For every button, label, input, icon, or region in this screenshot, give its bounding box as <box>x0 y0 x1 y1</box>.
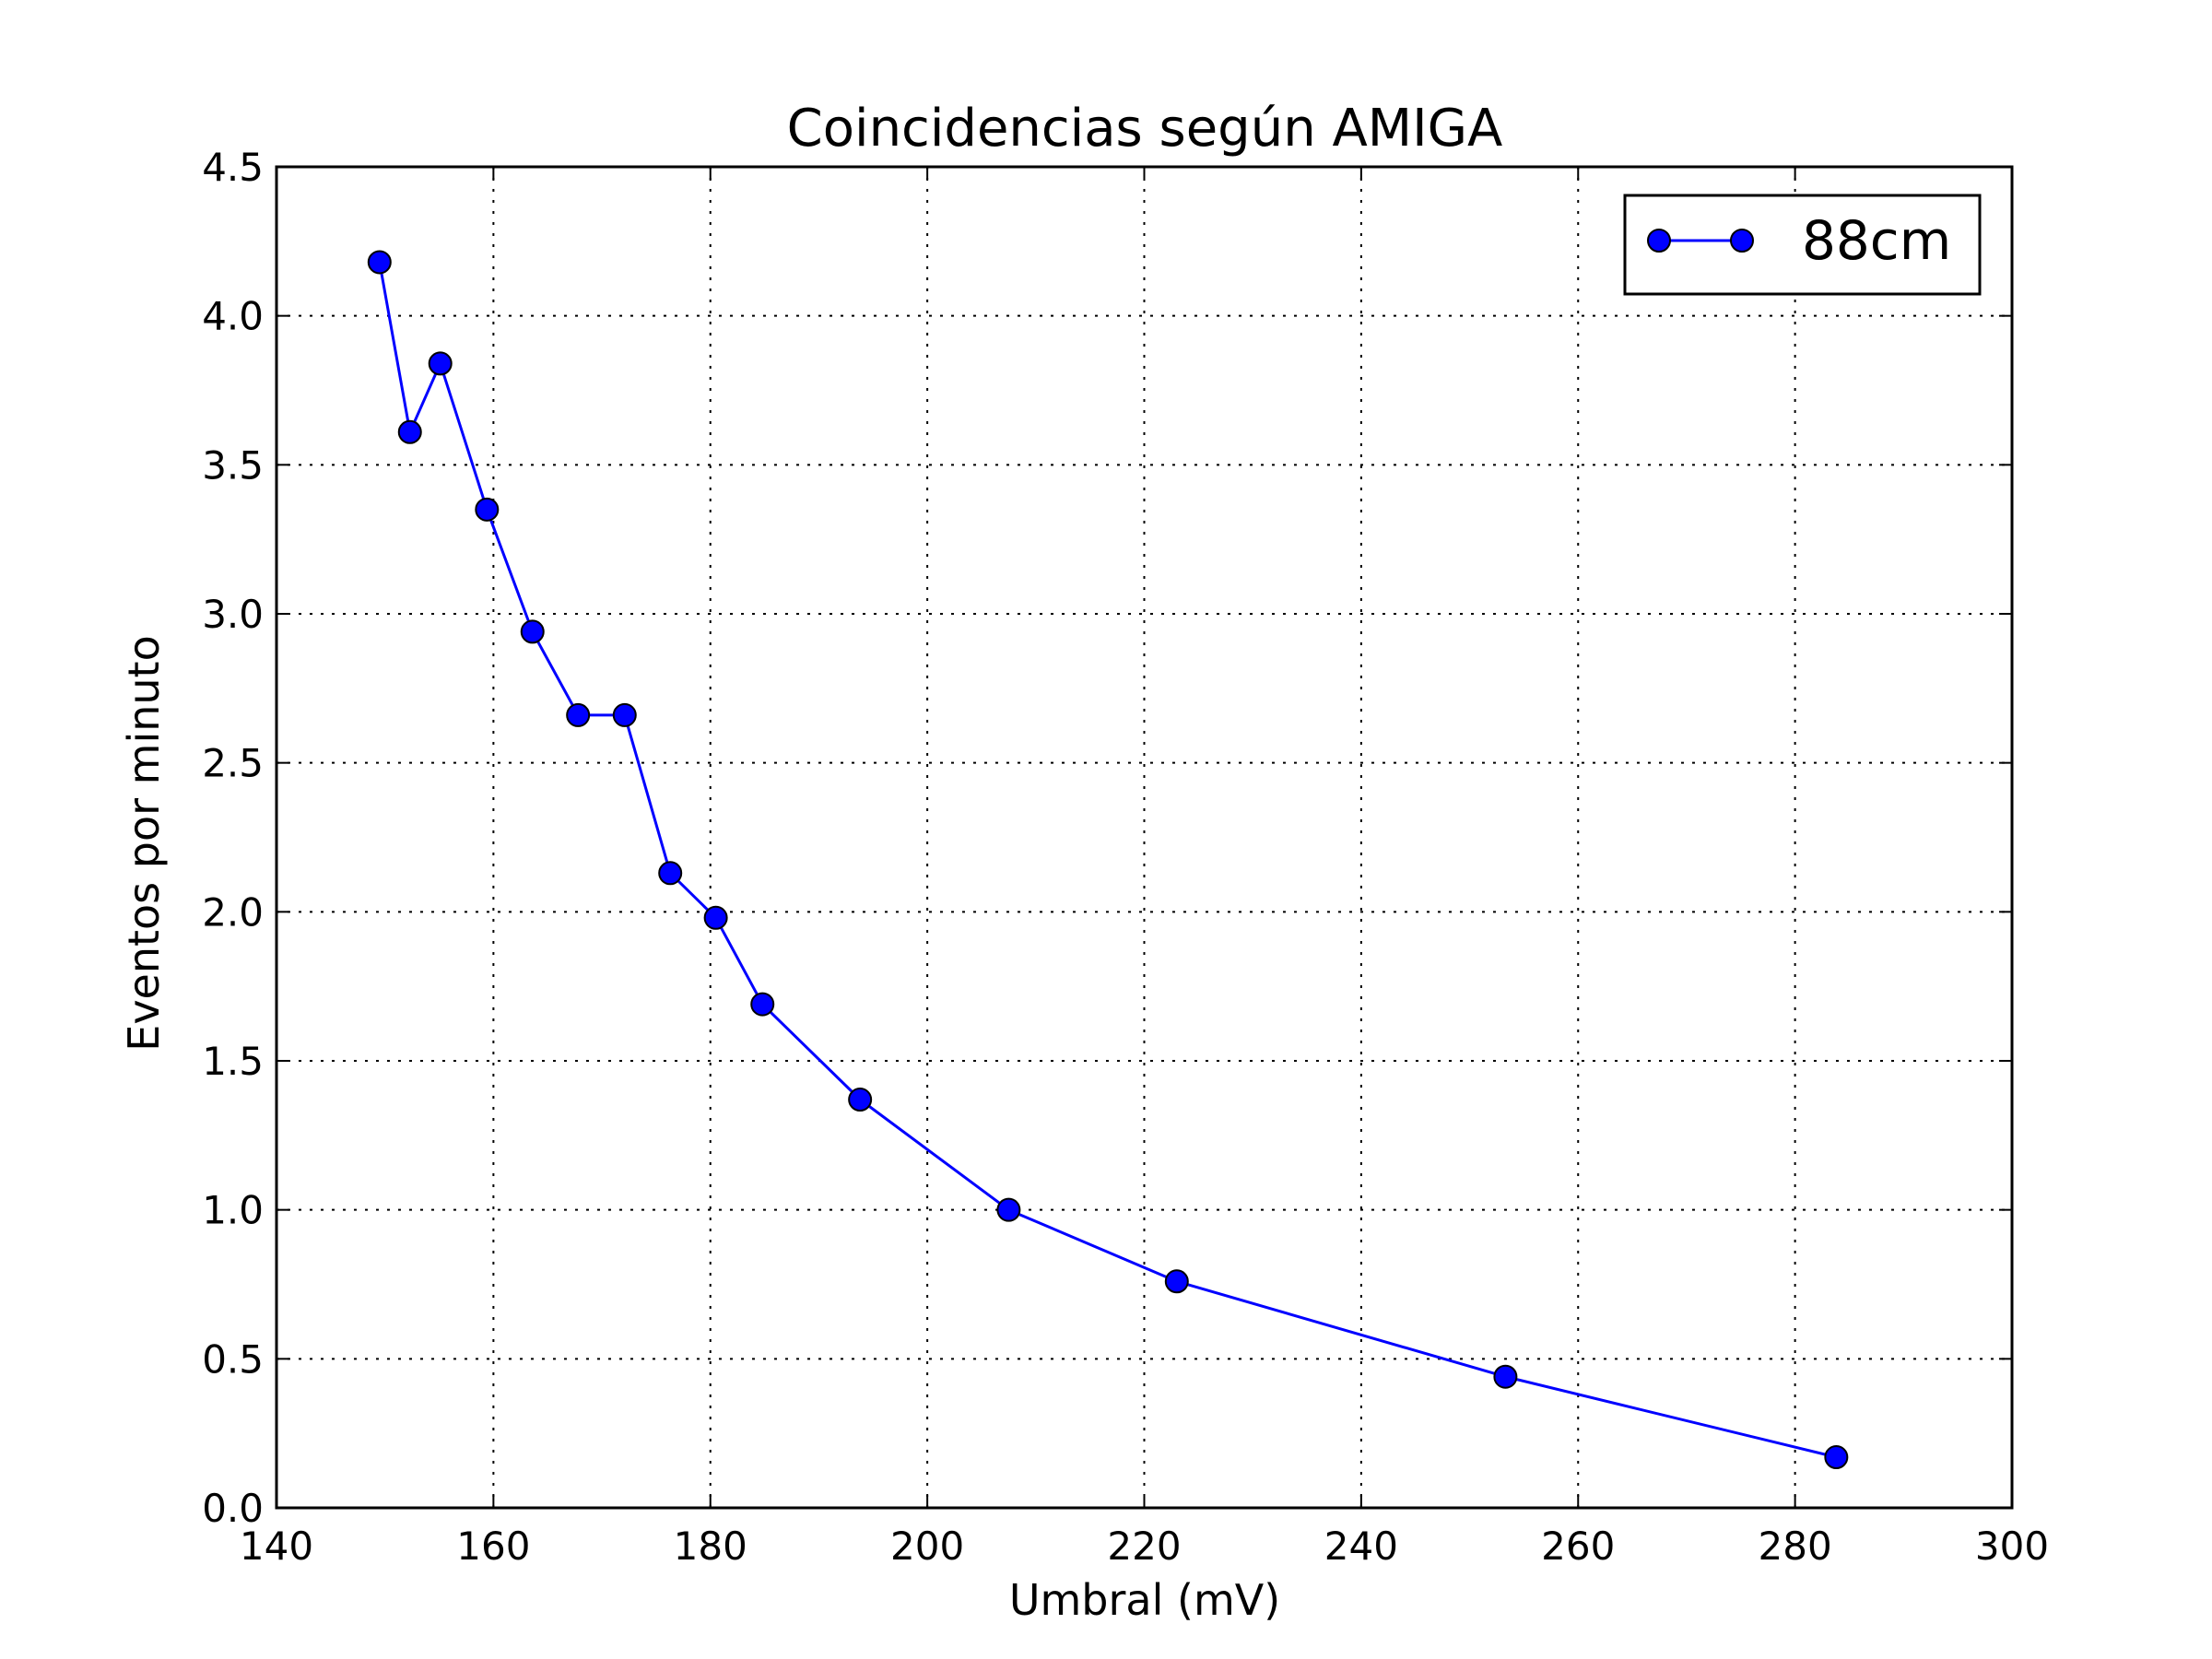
y-tick-label: 4.5 <box>202 145 264 190</box>
y-tick-label: 1.5 <box>202 1039 264 1084</box>
data-point <box>520 619 545 644</box>
y-tick-label: 1.0 <box>202 1188 264 1233</box>
data-point <box>658 861 683 886</box>
x-tick-label: 260 <box>1541 1524 1615 1569</box>
x-tick-label: 280 <box>1759 1524 1832 1569</box>
chart-title: Coincidencias según AMIGA <box>787 99 1503 159</box>
series-layer <box>367 250 1849 1470</box>
data-point <box>1493 1364 1518 1389</box>
x-tick-label: 180 <box>674 1524 747 1569</box>
y-tick-label: 3.5 <box>202 442 264 488</box>
y-tick-label: 0.0 <box>202 1486 264 1531</box>
legend-label-88cm: 88cm <box>1802 209 1951 272</box>
data-point <box>750 992 775 1017</box>
legend: 88cm <box>1623 194 1982 296</box>
x-tick-label: 140 <box>240 1524 313 1569</box>
data-point <box>428 351 453 376</box>
y-tick-label: 4.0 <box>202 294 264 339</box>
data-point <box>1164 1269 1189 1294</box>
y-tick-label: 2.5 <box>202 741 264 786</box>
y-tick-labels: 0.0 0.5 1.0 1.5 2.0 2.5 3.0 3.5 4.0 4.5 <box>202 145 264 1531</box>
grid <box>276 167 2012 1508</box>
x-tick-label: 160 <box>456 1524 530 1569</box>
y-axis-label: Eventos por minuto <box>119 635 169 1051</box>
legend-box <box>1623 194 1982 296</box>
data-point <box>996 1197 1021 1222</box>
y-tick-label: 2.0 <box>202 889 264 935</box>
plot-frame <box>275 165 2014 1510</box>
data-point <box>703 905 728 930</box>
data-point <box>848 1088 873 1112</box>
y-tick-label: 3.0 <box>202 592 264 637</box>
x-tick-label: 200 <box>890 1524 964 1569</box>
data-point <box>566 702 591 727</box>
data-point <box>367 250 392 275</box>
x-tick-label: 220 <box>1107 1524 1181 1569</box>
x-tick-label: 300 <box>1975 1524 2049 1569</box>
data-point <box>1824 1445 1849 1470</box>
legend-marker <box>1730 229 1754 253</box>
data-point <box>475 497 500 522</box>
x-tick-labels: 140 160 180 200 220 240 260 280 300 <box>240 1524 2049 1569</box>
x-tick-label: 240 <box>1324 1524 1398 1569</box>
x-axis-label: Umbral (mV) <box>1009 1575 1280 1625</box>
legend-marker <box>1647 229 1671 253</box>
y-tick-label: 0.5 <box>202 1336 264 1382</box>
data-point <box>397 419 422 444</box>
data-point <box>612 702 637 727</box>
